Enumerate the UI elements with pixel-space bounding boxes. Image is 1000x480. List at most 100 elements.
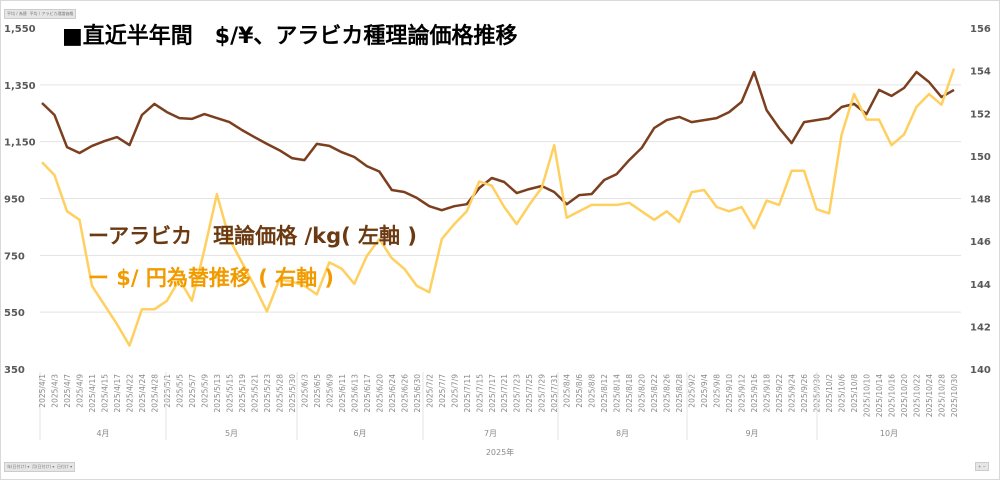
x-tick-label: 2025/10/8 (850, 374, 859, 413)
x-tick-label: 2025/5/5 (175, 374, 184, 408)
x-tick-label: 2025/4/22 (125, 374, 134, 413)
x-tick-label: 2025/10/28 (938, 374, 947, 417)
filter-year-button[interactable]: 年(日付け) ▾ (7, 464, 30, 469)
field-button-fx[interactable]: 平均 / 為替 (7, 11, 27, 16)
x-tick-label: 2025/9/26 (800, 374, 809, 413)
x-tick-label: 2025/6/5 (313, 374, 322, 408)
right-axis-tick: 142 (970, 322, 991, 333)
x-tick-label: 2025/5/13 (213, 374, 222, 413)
left-axis-tick: 1,350 (4, 81, 36, 92)
x-tick-label: 2025/8/18 (625, 374, 634, 413)
x-tick-label: 2025/8/12 (600, 374, 609, 413)
year-label: 2025年 (486, 447, 514, 457)
x-tick-label: 2025/9/24 (788, 374, 797, 413)
x-tick-label: 2025/7/15 (475, 374, 484, 413)
x-tick-label: 2025/4/9 (75, 374, 84, 408)
x-tick-label: 2025/5/19 (238, 374, 247, 413)
x-tick-label: 2025/9/2 (688, 374, 697, 408)
x-tick-label: 2025/7/21 (500, 374, 509, 413)
x-tick-label: 2025/4/11 (88, 374, 97, 413)
x-tick-label: 2025/6/26 (400, 374, 409, 413)
x-tick-label: 2025/6/11 (338, 374, 347, 413)
right-axis-tick: 146 (970, 237, 991, 248)
legend-fx: ー $/ 円為替推移 ( 右軸 ) (88, 266, 335, 290)
left-axis-tick: 550 (4, 308, 25, 319)
x-tick-label: 2025/4/7 (63, 374, 72, 408)
left-axis-tick: 950 (4, 195, 25, 206)
x-tick-label: 2025/10/14 (875, 374, 884, 417)
x-tick-label: 2025/8/6 (575, 374, 584, 408)
x-tick-label: 2025/7/9 (450, 374, 459, 408)
x-tick-label: 2025/10/22 (913, 374, 922, 417)
x-tick-label: 2025/8/4 (563, 374, 572, 408)
filter-date-button[interactable]: 日付け ▾ (56, 464, 73, 469)
x-tick-label: 2025/4/24 (138, 374, 147, 413)
x-tick-label: 2025/9/10 (725, 374, 734, 413)
left-axis-tick: 1,150 (4, 138, 36, 149)
x-tick-label: 2025/4/17 (113, 374, 122, 413)
filter-month-button[interactable]: 月(日付け) ▾ (31, 464, 55, 469)
fx-rate-line (41, 68, 956, 347)
left-axis-tick: 1,550 (4, 24, 36, 35)
left-axis-tick: 350 (4, 365, 25, 376)
month-label: 7月 (484, 429, 497, 438)
x-tick-label: 2025/9/12 (738, 374, 747, 413)
axis-field-buttons[interactable]: 年(日付け) ▾ 月(日付け) ▾ 日付け ▾ (4, 462, 76, 472)
month-label: 9月 (745, 429, 758, 438)
right-axis-tick: 156 (970, 24, 991, 35)
field-button-arabica[interactable]: 平均 / アラビカ理論価格 (29, 11, 74, 16)
right-axis-tick: 152 (970, 109, 991, 120)
x-tick-label: 2025/6/17 (363, 374, 372, 413)
x-tick-label: 2025/6/3 (300, 374, 309, 408)
x-tick-label: 2025/9/4 (700, 374, 709, 408)
x-tick-label: 2025/10/30 (950, 374, 959, 417)
x-tick-label: 2025/4/1 (38, 374, 47, 408)
x-tick-label: 2025/5/23 (263, 374, 272, 413)
x-tick-label: 2025/10/2 (825, 374, 834, 413)
x-tick-label: 2025/4/28 (150, 374, 159, 413)
x-tick-label: 2025/5/7 (188, 374, 197, 408)
x-tick-label: 2025/8/8 (588, 374, 597, 408)
right-axis-tick: 148 (970, 195, 991, 206)
x-tick-label: 2025/4/15 (100, 374, 109, 413)
x-tick-label: 2025/9/18 (763, 374, 772, 413)
x-tick-label: 2025/5/30 (288, 374, 297, 413)
x-tick-label: 2025/7/23 (513, 374, 522, 413)
x-tick-label: 2025/5/15 (225, 374, 234, 413)
arabica-price-line (41, 70, 955, 212)
chart-title: ■直近半年間 $/¥、アラビカ種理論価格推移 (62, 24, 518, 49)
x-tick-label: 2025/8/22 (650, 374, 659, 413)
month-label: 6月 (353, 429, 366, 438)
right-axis-tick: 154 (970, 67, 991, 78)
x-tick-label: 2025/8/20 (638, 374, 647, 413)
x-tick-label: 2025/6/9 (325, 374, 334, 408)
x-tick-label: 2025/5/21 (250, 374, 259, 413)
x-tick-label: 2025/9/16 (750, 374, 759, 413)
x-tick-label: 2025/6/30 (413, 374, 422, 413)
x-tick-label: 2025/5/9 (200, 374, 209, 408)
expand-collapse-buttons[interactable]: + − (975, 462, 989, 471)
x-tick-label: 2025/8/28 (675, 374, 684, 413)
x-tick-label: 2025/6/20 (375, 374, 384, 413)
x-tick-label: 2025/8/14 (613, 374, 622, 413)
right-axis-tick: 150 (970, 152, 991, 163)
x-tick-label: 2025/7/7 (438, 374, 447, 408)
legend-arabica: ーアラビカ 理論価格 /kg( 左軸 ) (88, 224, 417, 248)
x-tick-label: 2025/7/31 (550, 374, 559, 413)
x-tick-label: 2025/7/2 (425, 374, 434, 408)
x-tick-label: 2025/7/11 (463, 374, 472, 413)
x-tick-label: 2025/7/25 (525, 374, 534, 413)
right-axis-tick: 144 (970, 280, 991, 291)
month-label: 4月 (96, 429, 109, 438)
right-axis-tick: 140 (970, 365, 991, 376)
x-tick-label: 2025/7/29 (538, 374, 547, 413)
x-tick-label: 2025/10/16 (888, 374, 897, 417)
x-tick-label: 2025/6/13 (350, 374, 359, 413)
x-tick-label: 2025/5/1 (163, 374, 172, 408)
x-tick-label: 2025/7/17 (488, 374, 497, 413)
value-field-buttons[interactable]: 平均 / 為替 平均 / アラビカ理論価格 (4, 9, 77, 19)
x-tick-label: 2025/8/26 (663, 374, 672, 413)
x-tick-label: 2025/10/24 (925, 374, 934, 417)
x-tick-label: 2025/10/10 (863, 374, 872, 417)
